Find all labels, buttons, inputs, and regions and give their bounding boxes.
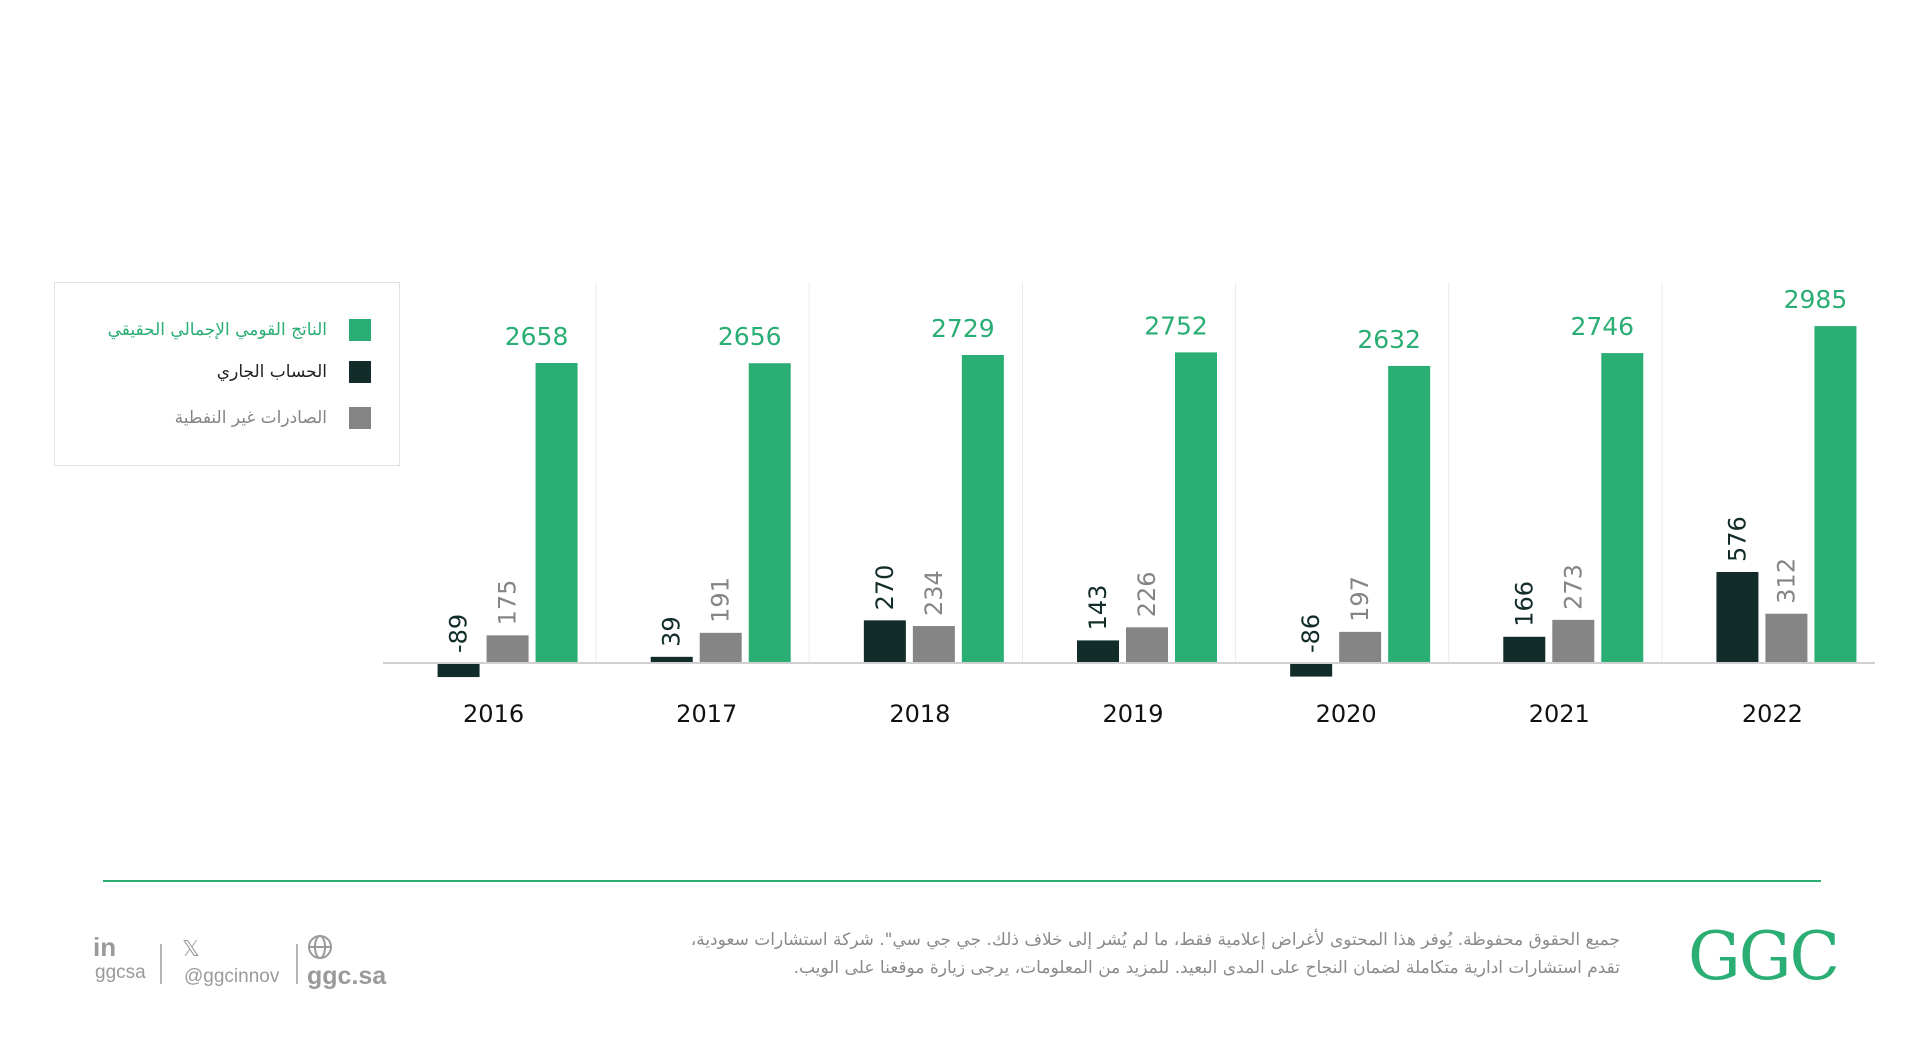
data-label-non-oil-exports-2021: 273 <box>1559 564 1587 610</box>
data-label-gdp-2019: 2752 <box>1144 311 1208 340</box>
data-label-current-account-2021: 166 <box>1510 581 1538 627</box>
bar-non-oil-exports-2022 <box>1765 613 1808 663</box>
data-label-current-account-2022: 576 <box>1723 516 1751 562</box>
data-label-non-oil-exports-2020: 197 <box>1346 576 1374 622</box>
data-label-gdp-2016: 2658 <box>505 322 569 351</box>
x-tick-label-2022: 2022 <box>1742 700 1803 728</box>
data-label-current-account-2020: -86 <box>1297 614 1325 653</box>
bar-current-account-2022 <box>1716 572 1759 663</box>
data-label-non-oil-exports-2017: 191 <box>707 577 735 623</box>
website-link[interactable]: ggc.sa <box>307 962 387 990</box>
x-icon[interactable]: 𝕏 <box>182 936 200 961</box>
bar-non-oil-exports-2016 <box>486 635 529 663</box>
bar-current-account-2021 <box>1503 636 1546 663</box>
x-tick-label-2018: 2018 <box>889 700 950 728</box>
data-label-gdp-2018: 2729 <box>931 314 995 343</box>
bar-gdp-2022 <box>1814 326 1857 663</box>
bar-non-oil-exports-2020 <box>1339 631 1382 663</box>
legend-swatch-current-account <box>349 361 371 383</box>
legend-item-current-account: الحساب الجاري <box>217 361 371 383</box>
x-tick-label-2017: 2017 <box>676 700 737 728</box>
data-label-current-account-2016: -89 <box>445 614 473 653</box>
x-tick-label-2019: 2019 <box>1102 700 1163 728</box>
bar-non-oil-exports-2019 <box>1126 627 1168 663</box>
x-tick-label-2016: 2016 <box>463 700 524 728</box>
bar-gdp-2019 <box>1175 352 1217 663</box>
data-label-gdp-2017: 2656 <box>718 322 782 351</box>
bar-non-oil-exports-2021 <box>1552 619 1595 663</box>
bar-non-oil-exports-2017 <box>699 632 742 663</box>
legend-label-current-account: الحساب الجاري <box>216 362 327 382</box>
bar-current-account-2019 <box>1077 640 1119 663</box>
data-label-gdp-2022: 2985 <box>1784 285 1848 314</box>
bar-current-account-2018 <box>863 620 906 663</box>
footer-disclaimer-line2: تقدم استشارات ادارية متكاملة لضمان النجا… <box>793 958 1620 978</box>
bar-current-account-2016 <box>437 663 480 678</box>
data-label-non-oil-exports-2018: 234 <box>920 570 948 616</box>
legend-item-non-oil-exports: الصادرات غير النفطية <box>175 407 371 429</box>
data-label-non-oil-exports-2022: 312 <box>1772 558 1800 604</box>
social-separator <box>296 944 298 984</box>
legend-item-gdp: الناتج القومي الإجمالي الحقيقي <box>108 319 371 341</box>
data-label-gdp-2021: 2746 <box>1570 312 1634 341</box>
data-label-non-oil-exports-2016: 175 <box>494 580 522 626</box>
bar-gdp-2020 <box>1388 365 1431 663</box>
globe-icon[interactable] <box>307 934 333 960</box>
bar-non-oil-exports-2018 <box>912 626 955 663</box>
x-tick-label-2020: 2020 <box>1316 700 1377 728</box>
footer-disclaimer-line1: جميع الحقوق محفوظة. يُوفر هذا المحتوى لأ… <box>690 930 1620 950</box>
x-tick-label-2021: 2021 <box>1529 700 1590 728</box>
data-label-non-oil-exports-2019: 226 <box>1133 571 1161 617</box>
linkedin-handle[interactable]: ggcsa <box>95 962 146 983</box>
footer-divider <box>103 880 1821 882</box>
bar-current-account-2020 <box>1290 663 1333 677</box>
bar-gdp-2017 <box>748 363 791 663</box>
data-label-current-account-2017: 39 <box>658 616 686 647</box>
legend-label-gdp: الناتج القومي الإجمالي الحقيقي <box>107 320 327 340</box>
bar-current-account-2017 <box>650 656 693 663</box>
legend-swatch-gdp <box>349 319 371 341</box>
legend-swatch-non-oil-exports <box>349 407 371 429</box>
legend-label-non-oil-exports: الصادرات غير النفطية <box>174 408 327 428</box>
data-label-gdp-2020: 2632 <box>1357 325 1421 354</box>
data-label-current-account-2018: 270 <box>871 565 899 611</box>
bar-gdp-2018 <box>961 354 1004 663</box>
bar-gdp-2016 <box>535 363 578 663</box>
x-handle[interactable]: @ggcinnov <box>184 966 280 987</box>
bar-gdp-2021 <box>1601 353 1644 663</box>
data-label-current-account-2019: 143 <box>1084 585 1112 631</box>
social-separator <box>160 944 162 984</box>
linkedin-icon[interactable]: in <box>93 932 117 962</box>
chart-legend: الناتج القومي الإجمالي الحقيقي الحساب ال… <box>54 282 400 466</box>
ggc-logo: GGC <box>1688 918 1840 995</box>
